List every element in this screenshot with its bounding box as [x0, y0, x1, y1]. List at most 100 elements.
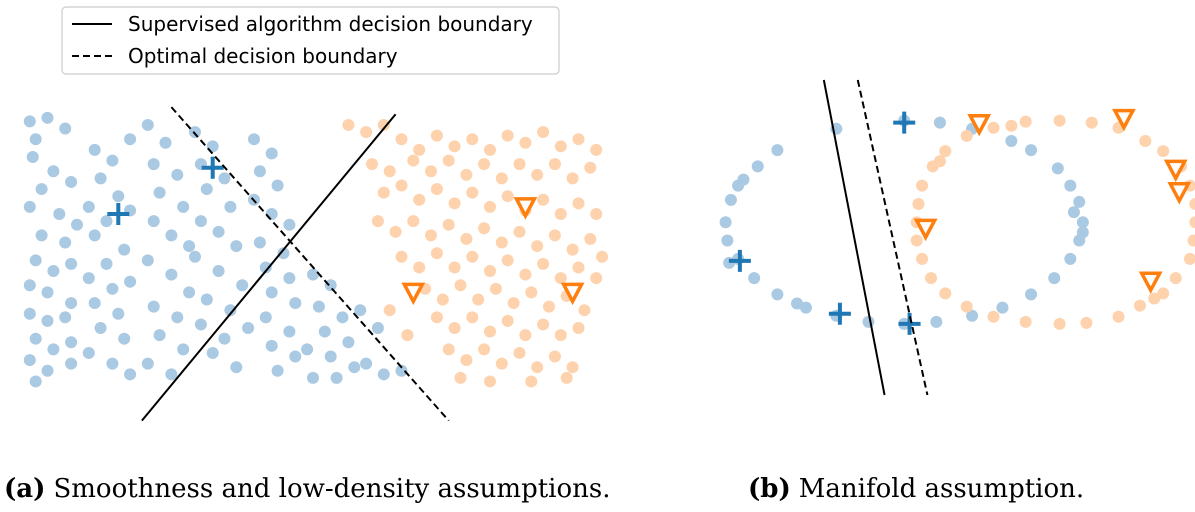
point-class-a-unlabeled: [230, 361, 243, 374]
point-class-a-unlabeled: [82, 346, 95, 359]
point-class-a-unlabeled: [265, 286, 278, 299]
point-class-a-labeled-plus: [898, 312, 921, 335]
point-class-a-unlabeled: [41, 286, 54, 299]
point-class-b-unlabeled: [472, 293, 485, 306]
point-class-b-unlabeled: [1187, 234, 1195, 247]
caption-a-text: Smoothness and low-density assumptions.: [53, 474, 611, 504]
point-class-b-unlabeled: [466, 133, 479, 146]
point-class-b-unlabeled: [360, 126, 373, 139]
point-class-b-unlabeled: [939, 145, 952, 158]
point-class-a-unlabeled: [1025, 144, 1038, 157]
point-class-b-unlabeled: [554, 329, 567, 342]
point-class-b-unlabeled: [395, 179, 408, 192]
point-class-b-unlabeled: [916, 252, 929, 265]
point-class-a-unlabeled: [200, 183, 213, 196]
point-class-a-unlabeled: [271, 179, 284, 192]
point-class-b-unlabeled: [430, 247, 443, 260]
point-class-b-unlabeled: [395, 133, 408, 146]
point-class-a-unlabeled: [41, 111, 54, 124]
point-class-b-unlabeled: [495, 357, 508, 370]
point-class-a-unlabeled: [41, 364, 54, 377]
point-class-b-unlabeled: [466, 186, 479, 199]
point-class-a-unlabeled: [82, 272, 95, 285]
point-class-a-unlabeled: [283, 272, 296, 285]
point-class-b-unlabeled: [537, 257, 550, 270]
point-class-a-unlabeled: [723, 256, 736, 269]
point-class-a-unlabeled: [324, 279, 337, 292]
point-class-b-unlabeled: [584, 232, 597, 245]
point-class-b-unlabeled: [560, 371, 573, 384]
point-class-b-unlabeled: [513, 158, 526, 171]
point-class-b-unlabeled: [1184, 252, 1195, 265]
point-class-b-unlabeled: [484, 143, 496, 156]
point-class-a-unlabeled: [318, 325, 331, 338]
point-class-a-unlabeled: [159, 136, 172, 149]
point-class-b-unlabeled: [590, 143, 603, 156]
point-class-a-unlabeled: [171, 168, 184, 181]
point-class-b-unlabeled: [425, 165, 437, 178]
point-class-b-unlabeled: [448, 322, 461, 334]
point-class-b-unlabeled: [495, 236, 508, 249]
point-class-a-unlabeled: [141, 357, 154, 370]
point-class-a-unlabeled: [371, 322, 384, 334]
point-class-b-unlabeled: [531, 361, 544, 374]
point-class-a-unlabeled: [242, 322, 255, 334]
point-class-a-unlabeled: [29, 375, 42, 388]
point-class-b-unlabeled: [1148, 292, 1161, 305]
point-class-a-unlabeled: [29, 254, 42, 267]
point-class-a-unlabeled: [289, 350, 302, 363]
point-class-b-unlabeled: [1169, 272, 1182, 285]
point-class-a-unlabeled: [118, 243, 131, 256]
point-class-a-unlabeled: [177, 200, 190, 213]
point-class-a-unlabeled: [23, 279, 36, 292]
point-class-b-unlabeled: [366, 158, 378, 171]
supervised-decision-boundary: [141, 113, 397, 422]
point-class-a-unlabeled: [59, 236, 72, 249]
point-class-a-unlabeled: [253, 236, 266, 249]
point-class-b-unlabeled: [525, 375, 538, 388]
figure: Supervised algorithm decision boundary O…: [23, 6, 1195, 422]
point-class-a-unlabeled: [65, 357, 78, 370]
point-class-a-unlabeled: [194, 318, 207, 331]
point-class-a-unlabeled: [324, 350, 337, 363]
point-class-b-unlabeled: [1133, 299, 1146, 312]
point-class-a-unlabeled: [230, 240, 243, 253]
point-class-b-unlabeled: [442, 218, 455, 231]
point-class-b-unlabeled: [501, 254, 514, 267]
legend-frame: [61, 6, 560, 75]
point-class-a-unlabeled: [47, 265, 60, 277]
point-class-a-unlabeled: [224, 200, 237, 213]
point-class-b-labeled-triangle: [513, 197, 538, 220]
point-class-a-unlabeled: [23, 200, 36, 213]
point-class-a-unlabeled: [1067, 206, 1080, 219]
point-class-b-labeled-triangle: [401, 282, 426, 306]
caption-a-label: (a): [4, 474, 46, 504]
caption-b: (b) Manifold assumption.: [748, 474, 1084, 504]
point-class-a-unlabeled: [59, 311, 72, 324]
point-class-b-unlabeled: [407, 215, 420, 228]
point-class-b-labeled-triangle: [967, 113, 992, 137]
point-class-b-unlabeled: [519, 268, 532, 281]
point-class-a-unlabeled: [283, 218, 296, 231]
point-class-a-unlabeled: [265, 339, 278, 352]
point-class-a-unlabeled: [265, 147, 278, 160]
point-class-a-unlabeled: [65, 297, 78, 310]
point-class-b-unlabeled: [566, 243, 579, 256]
point-class-b-unlabeled: [501, 129, 514, 142]
point-class-b-unlabeled: [590, 272, 603, 285]
point-class-b-unlabeled: [531, 168, 544, 181]
point-class-a-unlabeled: [147, 300, 160, 313]
point-class-a-unlabeled: [996, 301, 1009, 314]
point-class-b-unlabeled: [342, 118, 355, 131]
point-class-b-unlabeled: [543, 300, 555, 313]
point-class-a-unlabeled: [106, 357, 119, 370]
point-class-a-unlabeled: [41, 314, 54, 327]
point-class-a-unlabeled: [65, 175, 78, 188]
point-class-a-unlabeled: [248, 133, 260, 146]
point-class-b-unlabeled: [987, 121, 1000, 134]
point-class-a-unlabeled: [94, 322, 107, 334]
caption-b-text: Manifold assumption.: [798, 474, 1085, 504]
point-class-b-unlabeled: [466, 311, 479, 324]
point-class-a-labeled-plus: [201, 156, 224, 179]
point-class-a-unlabeled: [360, 357, 373, 370]
